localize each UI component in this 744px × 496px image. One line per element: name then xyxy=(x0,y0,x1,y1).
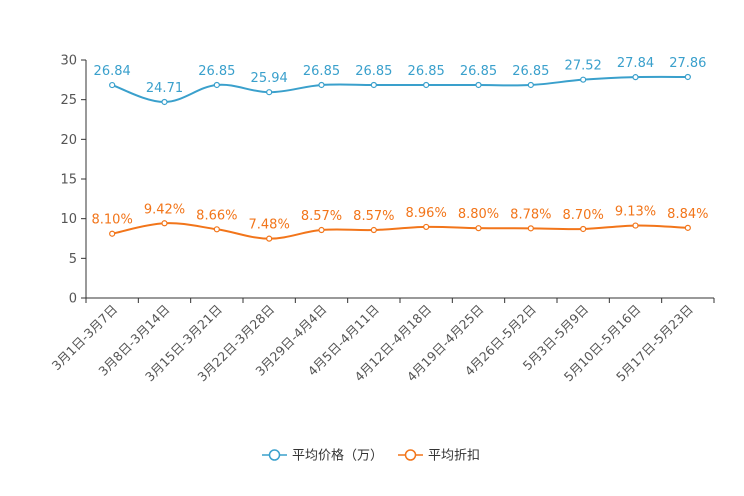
series-average-price: 26.84 24.71 26.85 25.94 26.85 26.85 26.85 26.85… xyxy=(94,56,706,106)
legend[interactable]: 平均价格（万） 平均折扣 xyxy=(262,448,480,464)
data-label: 8.57% xyxy=(353,209,394,224)
data-label: 9.42% xyxy=(144,202,185,217)
data-label: 24.71 xyxy=(146,81,183,96)
series-line xyxy=(111,222,688,240)
data-point[interactable] xyxy=(266,235,273,242)
y-tick-label: 10 xyxy=(60,212,77,227)
data-point[interactable] xyxy=(109,81,116,89)
series-layer: 26.84 24.71 26.85 25.94 26.85 26.85 26.85 26.85… xyxy=(92,56,708,242)
data-point[interactable] xyxy=(527,81,534,89)
axes: 0 5 10 15 20 25 30 xyxy=(60,54,715,307)
data-point[interactable] xyxy=(632,222,639,229)
y-tick-label: 5 xyxy=(69,252,77,267)
data-label: 26.85 xyxy=(303,64,340,79)
series-average-discount: 8.10% 9.42% 8.66% 7.48% 8.57% 8.57% 8.96% 8.80%… xyxy=(92,202,708,242)
legend-marker-icon xyxy=(404,449,417,461)
data-point[interactable] xyxy=(370,226,377,234)
data-label: 26.85 xyxy=(512,64,549,79)
data-point[interactable] xyxy=(109,230,116,237)
data-label: 26.85 xyxy=(408,64,445,79)
data-point[interactable] xyxy=(527,225,534,232)
data-point[interactable] xyxy=(475,225,482,232)
data-label: 8.70% xyxy=(563,208,604,223)
data-label: 8.78% xyxy=(510,207,551,222)
data-label: 7.48% xyxy=(249,218,290,233)
data-label: 26.84 xyxy=(94,64,131,79)
data-point[interactable] xyxy=(684,224,691,231)
y-tick-label: 20 xyxy=(60,133,77,148)
data-point[interactable] xyxy=(266,89,273,96)
data-label: 8.84% xyxy=(667,207,708,222)
y-tick-label: 25 xyxy=(60,93,77,108)
y-tick-label: 30 xyxy=(60,54,77,69)
data-label: 27.86 xyxy=(669,56,706,71)
data-point[interactable] xyxy=(213,226,220,233)
data-label: 26.85 xyxy=(198,64,235,79)
data-label: 27.52 xyxy=(565,59,602,74)
data-label: 8.57% xyxy=(301,209,342,224)
data-label: 26.85 xyxy=(355,64,392,79)
data-point[interactable] xyxy=(632,74,639,81)
data-point[interactable] xyxy=(161,98,168,106)
data-point[interactable] xyxy=(318,226,325,234)
legend-item-average-price[interactable]: 平均价格（万） xyxy=(262,448,383,464)
data-point[interactable] xyxy=(370,81,377,89)
data-label: 8.10% xyxy=(92,213,133,228)
data-point[interactable] xyxy=(161,220,168,227)
data-label: 8.96% xyxy=(406,206,447,221)
data-point[interactable] xyxy=(318,81,325,89)
data-point[interactable] xyxy=(423,223,430,231)
y-tick-label: 15 xyxy=(60,173,77,188)
legend-item-average-discount[interactable]: 平均折扣 xyxy=(398,449,480,464)
data-point[interactable] xyxy=(684,73,691,81)
y-tick-label: 0 xyxy=(69,292,77,307)
legend-marker-icon xyxy=(268,449,281,461)
data-point[interactable] xyxy=(580,76,587,83)
data-label: 25.94 xyxy=(251,71,288,86)
data-point[interactable] xyxy=(580,225,587,233)
x-tick-labels: 3月1日-3月7日3月8日-3月14日3月15日-3月21日3月22日-3月28… xyxy=(49,302,696,385)
data-point[interactable] xyxy=(423,81,430,89)
data-label: 27.84 xyxy=(617,56,654,71)
legend-label: 平均折扣 xyxy=(428,449,480,464)
data-label: 8.66% xyxy=(196,208,237,223)
data-label: 8.80% xyxy=(458,207,499,222)
legend-label: 平均价格（万） xyxy=(292,448,383,464)
series-line xyxy=(111,75,688,103)
data-point[interactable] xyxy=(475,81,482,89)
data-point[interactable] xyxy=(213,81,220,89)
data-label: 26.85 xyxy=(460,64,497,79)
data-label: 9.13% xyxy=(615,205,656,220)
